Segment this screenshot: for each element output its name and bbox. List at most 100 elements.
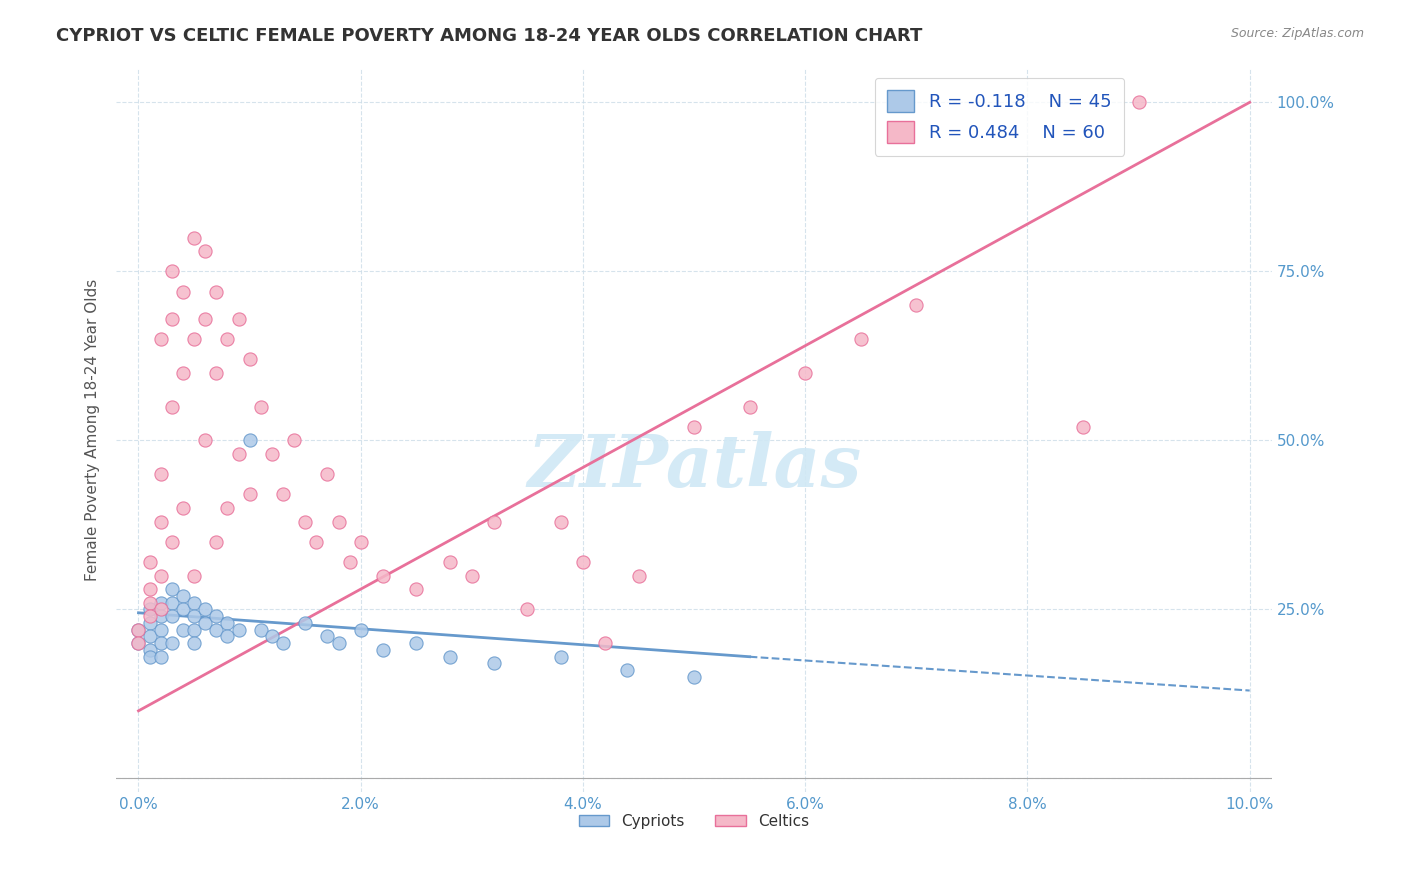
Point bbox=[482, 515, 505, 529]
Point bbox=[627, 568, 650, 582]
Point bbox=[183, 609, 205, 624]
Legend: Cypriots, Celtics: Cypriots, Celtics bbox=[572, 808, 815, 835]
Point bbox=[205, 623, 228, 637]
Point bbox=[339, 555, 361, 569]
Point bbox=[1128, 95, 1150, 110]
Point bbox=[260, 447, 283, 461]
Point bbox=[217, 332, 239, 346]
Point bbox=[194, 311, 217, 326]
Point bbox=[149, 467, 172, 482]
Point bbox=[138, 596, 160, 610]
Point bbox=[205, 609, 228, 624]
Point bbox=[138, 649, 160, 664]
Point bbox=[683, 670, 706, 684]
Point bbox=[194, 244, 217, 258]
Point bbox=[183, 230, 205, 244]
Point bbox=[138, 582, 160, 596]
Point bbox=[160, 609, 183, 624]
Point bbox=[172, 589, 194, 603]
Point bbox=[149, 602, 172, 616]
Point bbox=[371, 643, 394, 657]
Point bbox=[249, 400, 271, 414]
Point bbox=[738, 400, 761, 414]
Point bbox=[405, 582, 427, 596]
Point bbox=[550, 649, 572, 664]
Point bbox=[172, 623, 194, 637]
Point bbox=[294, 615, 316, 630]
Point bbox=[371, 568, 394, 582]
Point bbox=[194, 434, 217, 448]
Point bbox=[128, 623, 150, 637]
Point bbox=[239, 434, 262, 448]
Point bbox=[616, 663, 638, 677]
Point bbox=[128, 636, 150, 650]
Point bbox=[228, 311, 250, 326]
Point bbox=[593, 636, 616, 650]
Point bbox=[183, 568, 205, 582]
Point bbox=[128, 623, 150, 637]
Point bbox=[138, 643, 160, 657]
Text: Source: ZipAtlas.com: Source: ZipAtlas.com bbox=[1230, 27, 1364, 40]
Point bbox=[439, 649, 461, 664]
Point bbox=[271, 487, 294, 501]
Point bbox=[138, 555, 160, 569]
Point bbox=[183, 596, 205, 610]
Point bbox=[316, 630, 339, 644]
Point bbox=[128, 636, 150, 650]
Point bbox=[160, 311, 183, 326]
Point bbox=[194, 615, 217, 630]
Point bbox=[328, 636, 350, 650]
Y-axis label: Female Poverty Among 18-24 Year Olds: Female Poverty Among 18-24 Year Olds bbox=[86, 279, 100, 582]
Point bbox=[350, 623, 373, 637]
Point bbox=[228, 447, 250, 461]
Point bbox=[160, 582, 183, 596]
Point bbox=[849, 332, 872, 346]
Point bbox=[149, 636, 172, 650]
Point bbox=[482, 657, 505, 671]
Point bbox=[160, 636, 183, 650]
Point bbox=[183, 636, 205, 650]
Point bbox=[138, 602, 160, 616]
Point bbox=[239, 352, 262, 367]
Point bbox=[149, 649, 172, 664]
Point bbox=[160, 596, 183, 610]
Point bbox=[149, 515, 172, 529]
Point bbox=[439, 555, 461, 569]
Text: ZIPatlas: ZIPatlas bbox=[527, 431, 860, 502]
Point bbox=[328, 515, 350, 529]
Point bbox=[316, 467, 339, 482]
Point bbox=[516, 602, 538, 616]
Point bbox=[172, 500, 194, 515]
Point bbox=[228, 623, 250, 637]
Point bbox=[217, 615, 239, 630]
Point bbox=[239, 487, 262, 501]
Point bbox=[160, 264, 183, 278]
Point bbox=[683, 420, 706, 434]
Point bbox=[294, 515, 316, 529]
Point bbox=[794, 366, 817, 380]
Point bbox=[172, 366, 194, 380]
Point bbox=[183, 623, 205, 637]
Point bbox=[260, 630, 283, 644]
Point bbox=[249, 623, 271, 637]
Point bbox=[217, 500, 239, 515]
Point bbox=[172, 285, 194, 299]
Point bbox=[194, 602, 217, 616]
Point bbox=[172, 602, 194, 616]
Point bbox=[305, 534, 328, 549]
Point bbox=[271, 636, 294, 650]
Point bbox=[205, 285, 228, 299]
Point bbox=[160, 400, 183, 414]
Point bbox=[205, 534, 228, 549]
Point bbox=[572, 555, 595, 569]
Point bbox=[149, 332, 172, 346]
Point bbox=[149, 596, 172, 610]
Point bbox=[905, 298, 928, 312]
Point bbox=[149, 568, 172, 582]
Point bbox=[217, 630, 239, 644]
Point bbox=[550, 515, 572, 529]
Point bbox=[138, 630, 160, 644]
Text: CYPRIOT VS CELTIC FEMALE POVERTY AMONG 18-24 YEAR OLDS CORRELATION CHART: CYPRIOT VS CELTIC FEMALE POVERTY AMONG 1… bbox=[56, 27, 922, 45]
Point bbox=[1071, 420, 1094, 434]
Point bbox=[283, 434, 305, 448]
